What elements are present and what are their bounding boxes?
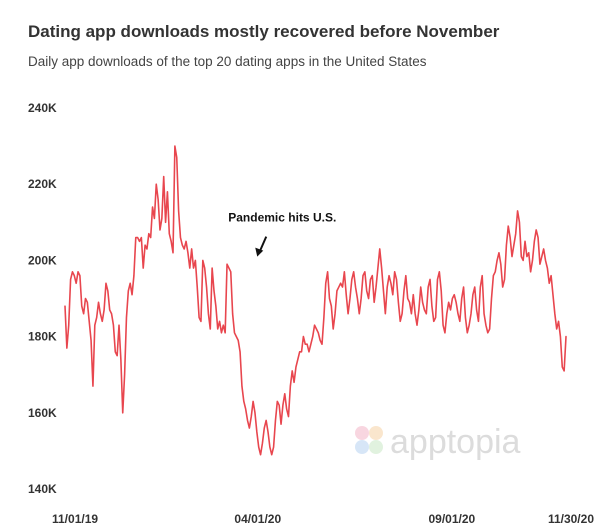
x-tick-label: 11/01/19 <box>52 512 98 526</box>
annotation-pandemic: Pandemic hits U.S. <box>228 211 336 257</box>
y-tick-label: 180K <box>28 330 57 344</box>
chart-title: Dating app downloads mostly recovered be… <box>28 22 500 41</box>
annotation-arrow-head <box>255 247 264 257</box>
chart-subtitle: Daily app downloads of the top 20 dating… <box>28 54 427 69</box>
y-tick-label: 220K <box>28 177 57 191</box>
watermark-text: apptopia <box>390 423 521 461</box>
x-axis: 11/01/19 04/01/20 09/01/20 11/30/20 <box>52 512 594 526</box>
series-line-daily-downloads <box>64 145 567 456</box>
y-tick-label: 160K <box>28 406 57 420</box>
y-tick-label: 140K <box>28 482 57 496</box>
y-tick-label: 200K <box>28 253 57 267</box>
watermark: apptopia <box>355 423 521 461</box>
annotation-label: Pandemic hits U.S. <box>228 211 336 225</box>
x-tick-label: 04/01/20 <box>234 512 281 526</box>
y-tick-label: 240K <box>28 101 57 115</box>
y-axis: 240K 220K 200K 180K 160K 140K <box>28 101 57 496</box>
x-tick-label: 09/01/20 <box>428 512 475 526</box>
x-tick-label: 11/30/20 <box>548 512 594 526</box>
apptopia-logo-icon <box>355 426 383 454</box>
